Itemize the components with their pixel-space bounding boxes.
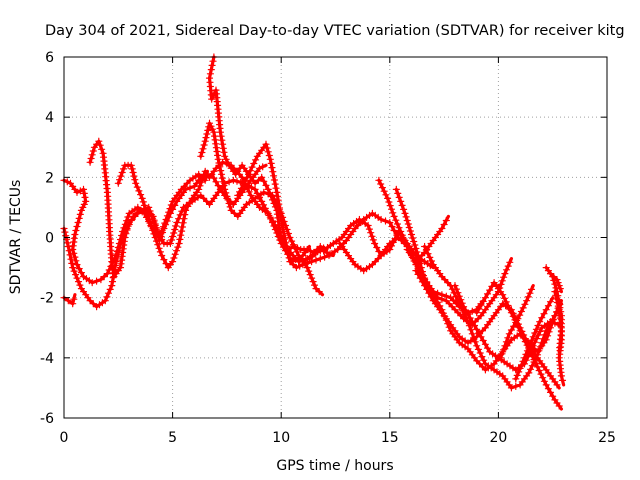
data-series-sat-21 (551, 288, 565, 354)
series-trace (62, 163, 268, 309)
data-series-sat-18 (512, 296, 555, 383)
grid (64, 57, 607, 418)
series-markers (546, 270, 564, 293)
series-markers (451, 282, 559, 374)
series-trace (199, 121, 325, 297)
y-tick-label: -6 (40, 411, 54, 427)
series-markers (375, 176, 514, 329)
data-series-sat-19 (497, 284, 536, 362)
series-markers (473, 279, 563, 410)
data-series-sat-17 (473, 279, 563, 411)
series-markers (60, 163, 267, 311)
series-markers (86, 137, 311, 281)
data-series-sat-05 (205, 53, 329, 257)
data-series-group (60, 53, 567, 411)
y-axis-label: SDTVAR / TECUs (8, 180, 24, 295)
x-tick-label: 25 (598, 430, 616, 446)
y-tick-label: 0 (45, 231, 54, 247)
data-series-sat-22 (546, 270, 564, 294)
axis-ticks: 0 5 10 15 20 25 -6 -4 -2 0 2 4 6 (40, 50, 616, 446)
x-tick-label: 0 (60, 430, 69, 446)
x-tick-label: 10 (272, 430, 290, 446)
data-series-sat-02 (60, 163, 268, 311)
series-markers (512, 298, 555, 383)
y-tick-label: 6 (45, 50, 54, 66)
y-tick-label: 2 (45, 170, 54, 186)
series-markers (551, 288, 565, 352)
series-markers (497, 285, 536, 362)
data-series-sat-11 (375, 176, 514, 329)
x-tick-label: 5 (168, 430, 177, 446)
data-series-sat-07 (234, 140, 398, 272)
series-markers (234, 140, 398, 272)
data-series-sat-04 (114, 158, 335, 272)
y-tick-label: 4 (45, 110, 54, 126)
x-tick-label: 15 (381, 430, 399, 446)
y-tick-label: -2 (40, 291, 54, 307)
series-markers (114, 158, 334, 272)
x-axis-label: GPS time / hours (276, 458, 393, 474)
chart-title: Day 304 of 2021, Sidereal Day-to-day VTE… (45, 23, 625, 39)
series-markers (205, 53, 328, 257)
x-tick-label: 20 (489, 430, 507, 446)
y-tick-label: -4 (40, 351, 54, 367)
data-series-sat-08 (60, 293, 78, 308)
data-series-sat-16 (451, 282, 561, 374)
data-series-sat-03 (86, 137, 311, 281)
